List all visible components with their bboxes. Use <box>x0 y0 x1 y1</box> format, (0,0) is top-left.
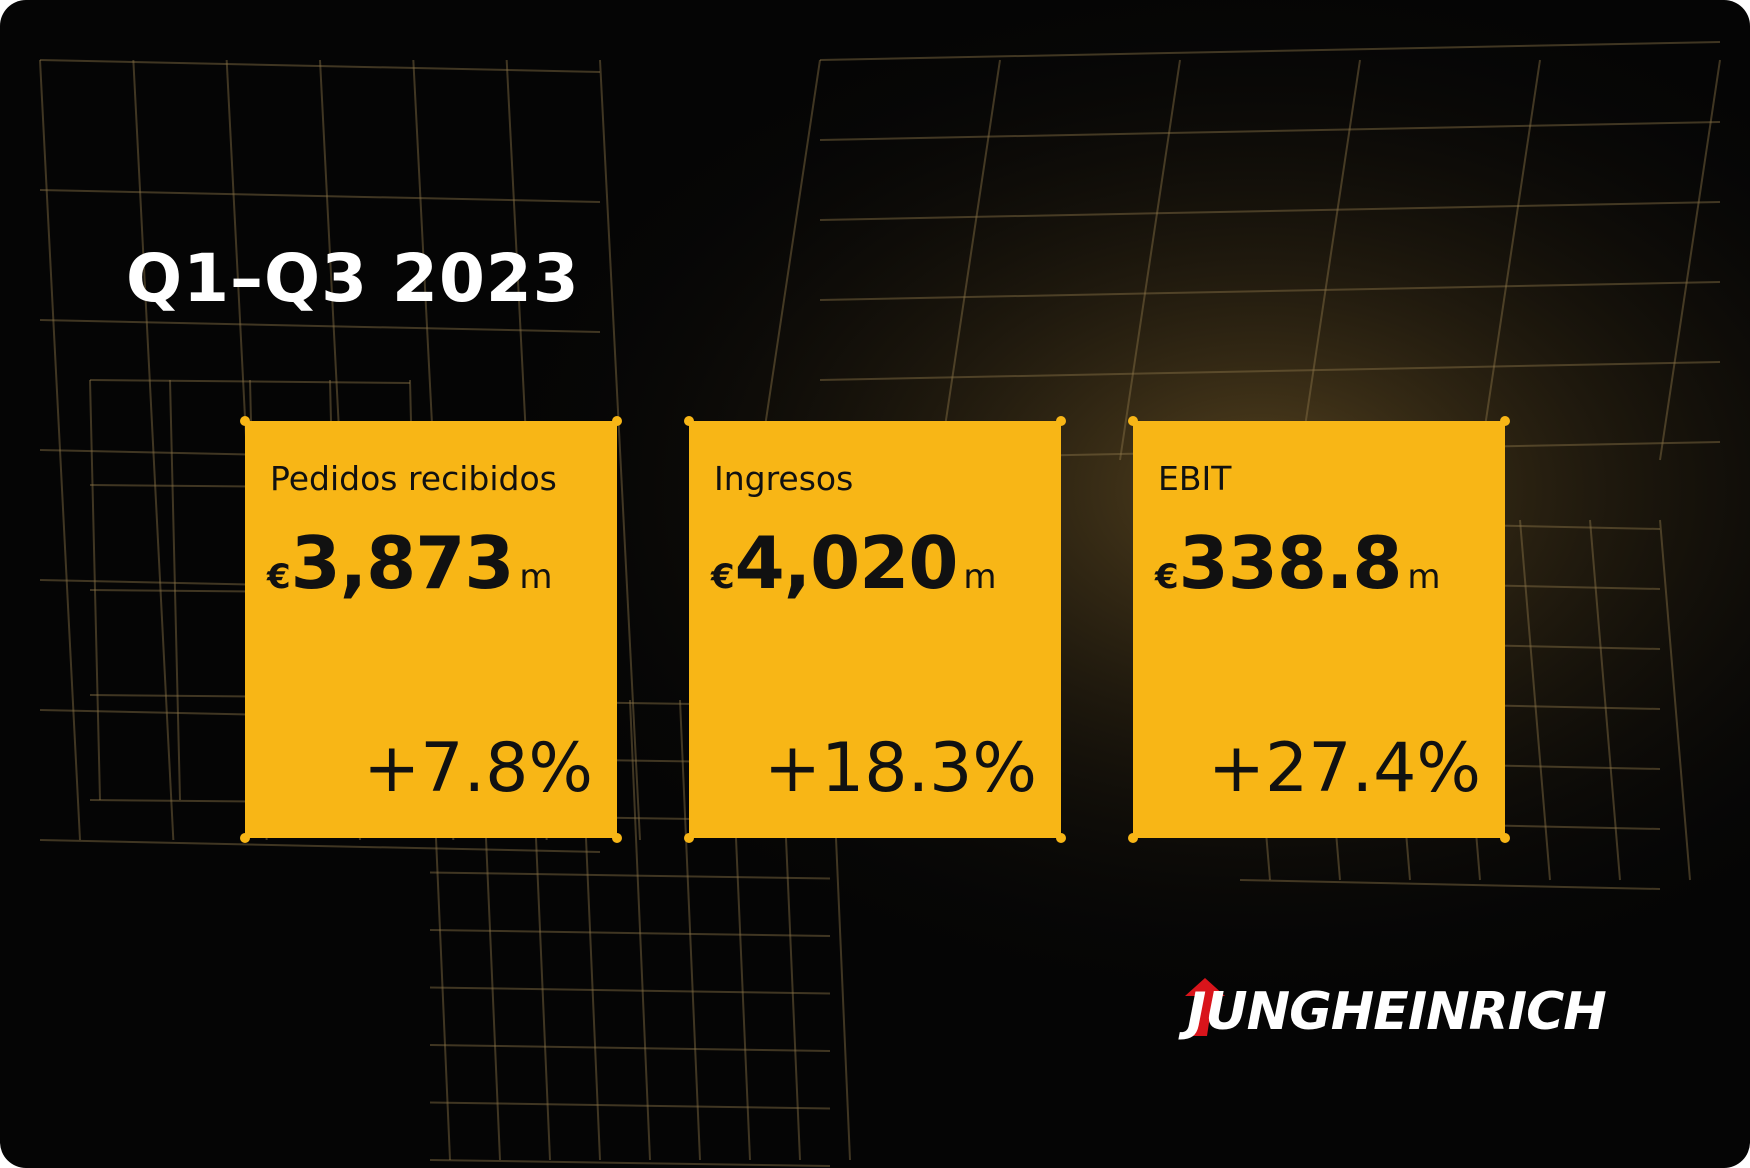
title: Q1–Q3 2023 <box>126 240 580 317</box>
corner-dot <box>240 833 250 843</box>
unit: m <box>519 557 553 597</box>
kpi-card: Pedidos recibidos €3,873 m +7.8% <box>240 416 622 843</box>
corner-dot <box>1056 833 1066 843</box>
unit: m <box>1407 557 1441 597</box>
kpi-change: +27.4% <box>1208 729 1481 808</box>
kpi-label: Ingresos <box>714 459 854 498</box>
corner-dot <box>1500 833 1510 843</box>
kpi-value: 338.8 <box>1178 521 1403 605</box>
kpi-change: +7.8% <box>363 729 593 808</box>
corner-dot <box>684 833 694 843</box>
kpi-card: Ingresos €4,020 m +18.3% <box>684 416 1066 843</box>
corner-dot <box>1056 416 1066 426</box>
currency: € <box>267 557 291 597</box>
kpi-value-group: €338.8 m <box>1155 521 1441 605</box>
kpi-label: EBIT <box>1158 459 1232 498</box>
corner-dot <box>612 416 622 426</box>
kpi-value: 4,020 <box>734 521 959 605</box>
kpi-change: +18.3% <box>764 729 1037 808</box>
unit: m <box>963 557 997 597</box>
currency: € <box>711 557 735 597</box>
kpi-value-group: €3,873 m <box>267 521 553 605</box>
corner-dot <box>612 833 622 843</box>
kpi-label: Pedidos recibidos <box>270 459 557 498</box>
kpi-value: 3,873 <box>290 521 515 605</box>
currency: € <box>1155 557 1179 597</box>
corner-dot <box>240 416 250 426</box>
kpi-card: EBIT €338.8 m +27.4% <box>1128 416 1510 843</box>
kpi-value-group: €4,020 m <box>711 521 997 605</box>
logo-arrow <box>1185 978 1225 1036</box>
brand-logo: JUNGHEINRICH <box>1187 982 1607 1042</box>
corner-dot <box>1500 416 1510 426</box>
corner-dot <box>1128 416 1138 426</box>
corner-dot <box>684 416 694 426</box>
corner-dot <box>1128 833 1138 843</box>
